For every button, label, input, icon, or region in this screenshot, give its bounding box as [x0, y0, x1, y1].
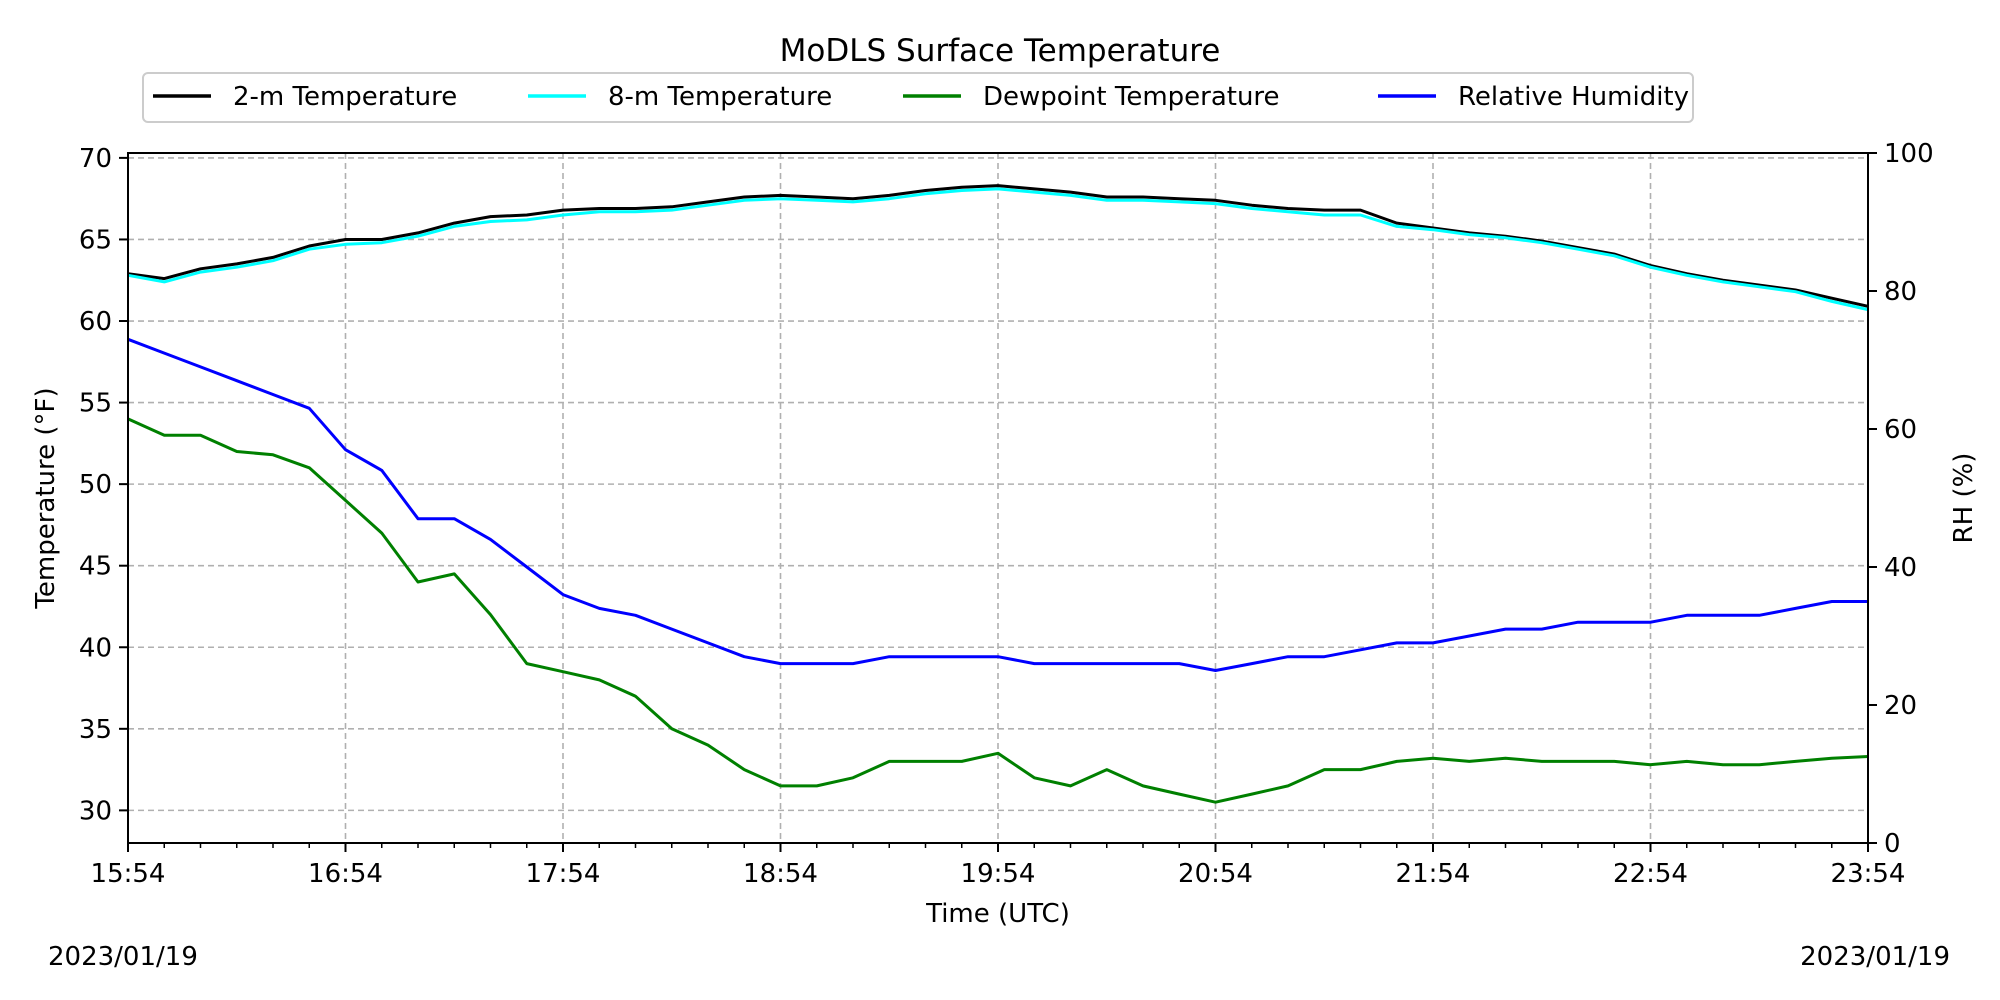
- x-tick-label: 23:54: [1831, 859, 1906, 889]
- chart-title: MoDLS Surface Temperature: [780, 33, 1221, 69]
- y2-tick-label: 40: [1884, 553, 1917, 583]
- legend: 2-m Temperature 8-m Temperature Dewpoint T…: [142, 72, 1694, 123]
- date-left: 2023/01/19: [48, 942, 198, 972]
- y-tick-label: 60: [79, 307, 112, 337]
- series-line-8-m-temperature: [127, 187, 1869, 312]
- y-axis-right: 0 20 40 60 80 100: [1868, 139, 1934, 859]
- y2-tick-label: 80: [1884, 277, 1917, 307]
- date-right: 2023/01/19: [1800, 942, 1950, 972]
- y-axis-label: Temperature (°F): [31, 387, 61, 609]
- x-tick-label: 21:54: [1396, 859, 1471, 889]
- legend-label: Relative Humidity: [1458, 82, 1689, 112]
- y-tick-label: 40: [79, 633, 112, 663]
- series-line-relative-humidity: [127, 337, 1868, 672]
- y2-axis-label: RH (%): [1949, 453, 1979, 544]
- y-axis-left: 30 35 40 45 50 55 60 65 70: [79, 144, 128, 826]
- y-tick-label: 70: [79, 144, 112, 174]
- x-tick-label: 15:54: [91, 859, 166, 889]
- x-tick-label: 20:54: [1178, 859, 1253, 889]
- x-axis-label: Time (UTC): [925, 899, 1070, 929]
- x-tick-label: 17:54: [526, 859, 601, 889]
- legend-label: Dewpoint Temperature: [983, 82, 1280, 112]
- y-tick-label: 50: [79, 470, 112, 500]
- series-line-2-m-temperature: [127, 184, 1869, 308]
- x-tick-label: 22:54: [1613, 859, 1688, 889]
- x-tick-label: 16:54: [308, 859, 383, 889]
- legend-label: 2-m Temperature: [233, 82, 457, 112]
- y-tick-label: 45: [79, 552, 112, 582]
- y2-tick-label: 100: [1884, 139, 1934, 169]
- legend-label: 8-m Temperature: [608, 82, 832, 112]
- y2-tick-label: 20: [1884, 691, 1917, 721]
- x-tick-label: 18:54: [743, 859, 818, 889]
- y2-tick-label: 60: [1884, 415, 1917, 445]
- y2-tick-label: 0: [1884, 829, 1901, 859]
- y-tick-label: 35: [79, 715, 112, 745]
- x-tick-label: 19:54: [961, 859, 1036, 889]
- y-tick-label: 30: [79, 796, 112, 826]
- series-line-dewpoint-temperature: [127, 417, 1869, 804]
- x-axis: 15:54 16:54 17:54 18:54 19:54 20:54 21:54 22:54…: [91, 843, 1906, 889]
- y-tick-label: 65: [79, 225, 112, 255]
- series-layer: [127, 184, 1869, 804]
- y-tick-label: 55: [79, 389, 112, 419]
